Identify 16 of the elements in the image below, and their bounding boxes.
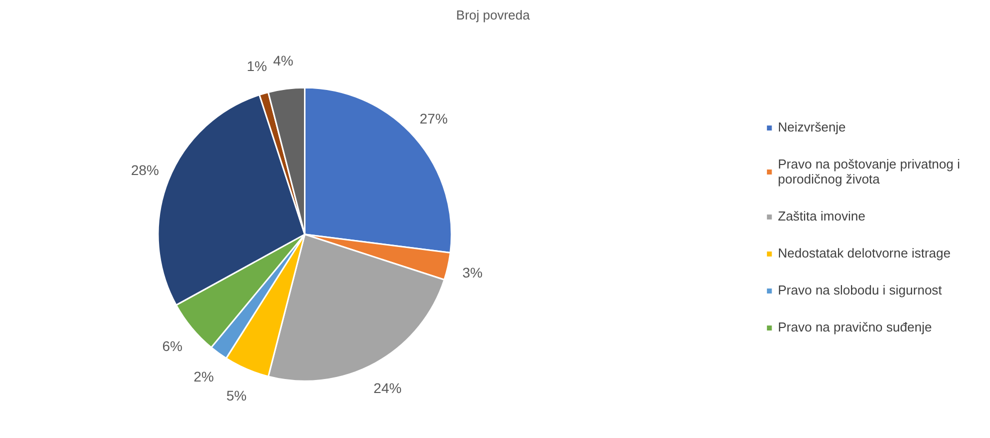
legend-label: Pravo na poštovanje privatnog i porodičnog života xyxy=(778,156,960,186)
data-label: 1% xyxy=(246,58,267,74)
data-label: 28% xyxy=(130,162,160,178)
data-label: 24% xyxy=(374,380,402,396)
legend-label: Nedostatak delotvorne istrage xyxy=(778,246,951,260)
legend-label: Neizvršenje xyxy=(778,120,846,134)
data-label: 5% xyxy=(226,387,247,404)
chart-title: Broj povreda xyxy=(456,8,531,22)
legend-label: Pravo na slobodu i sigurnost xyxy=(778,282,942,298)
data-label: 2% xyxy=(194,368,214,384)
data-label: 6% xyxy=(162,338,182,354)
legend-label: Pravo na pravično suđenje xyxy=(778,320,932,334)
data-label: 3% xyxy=(462,264,483,281)
data-label: 4% xyxy=(273,52,294,68)
legend-label: Zaštita imovine xyxy=(778,208,866,224)
data-label: 27% xyxy=(420,110,448,126)
